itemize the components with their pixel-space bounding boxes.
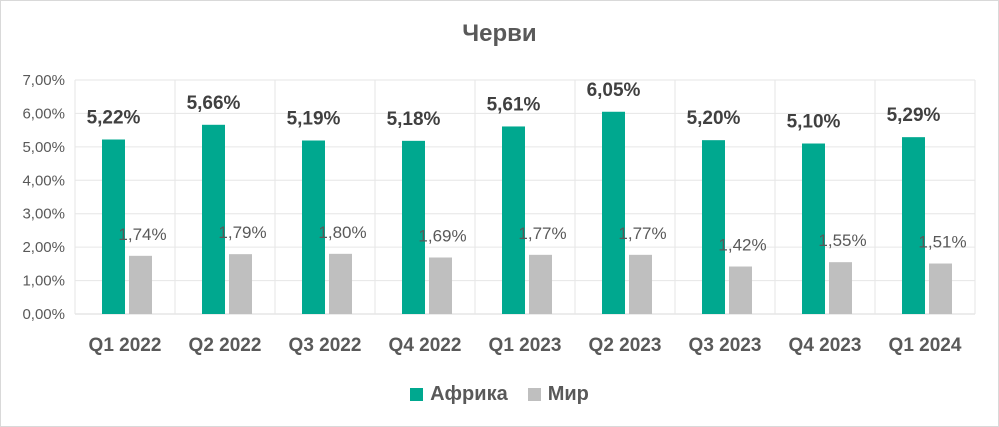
bar-world xyxy=(529,254,552,314)
data-label-world: 1,77% xyxy=(518,224,566,243)
y-tick-label: 3,00% xyxy=(22,206,65,223)
data-label-world: 1,77% xyxy=(618,224,666,243)
bar-world xyxy=(929,263,952,314)
bar-africa xyxy=(102,139,125,314)
x-tick-label: Q4 2022 xyxy=(389,335,462,356)
bar-africa xyxy=(902,137,925,314)
x-tick-label: Q2 2023 xyxy=(589,335,662,356)
x-tick-label: Q1 2024 xyxy=(889,335,962,356)
bar-africa xyxy=(702,140,725,314)
chart-title: Черви xyxy=(462,20,537,47)
y-tick-label: 5,00% xyxy=(22,139,65,156)
bar-africa xyxy=(602,111,625,314)
x-tick-label: Q4 2023 xyxy=(789,335,862,356)
bar-africa xyxy=(402,140,425,314)
bar-africa xyxy=(202,124,225,315)
bar-world xyxy=(829,262,852,314)
bar-world xyxy=(229,254,252,314)
data-label-africa: 5,66% xyxy=(187,93,241,114)
data-label-world: 1,74% xyxy=(118,225,166,244)
bar-africa xyxy=(802,143,825,314)
data-label-world: 1,55% xyxy=(818,231,866,250)
bar-world xyxy=(329,253,352,314)
data-label-world: 1,80% xyxy=(318,223,366,242)
y-tick-label: 2,00% xyxy=(22,239,65,256)
bar-world xyxy=(629,254,652,314)
bar-world xyxy=(729,266,752,314)
x-tick-label: Q2 2022 xyxy=(189,335,262,356)
bar-world xyxy=(129,255,152,314)
legend: Африка Мир xyxy=(0,383,999,406)
data-label-world: 1,51% xyxy=(918,233,966,252)
data-label-africa: 6,05% xyxy=(587,80,641,101)
legend-label-world: Мир xyxy=(547,383,589,405)
y-tick-label: 0,00% xyxy=(22,306,65,323)
data-label-africa: 5,19% xyxy=(287,109,341,130)
data-label-world: 1,69% xyxy=(418,227,466,246)
data-label-africa: 5,61% xyxy=(487,94,541,115)
legend-swatch-africa xyxy=(410,388,424,401)
x-tick-label: Q1 2023 xyxy=(489,335,562,356)
x-tick-label: Q3 2023 xyxy=(689,335,762,356)
y-tick-label: 7,00% xyxy=(22,72,65,89)
data-label-world: 1,79% xyxy=(218,223,266,242)
legend-item-africa: Африка xyxy=(410,383,508,406)
legend-item-world: Мир xyxy=(527,383,589,406)
data-label-africa: 5,20% xyxy=(687,108,741,129)
y-tick-label: 1,00% xyxy=(22,273,65,290)
y-tick-label: 4,00% xyxy=(22,172,65,189)
bar-africa xyxy=(302,140,325,314)
y-tick-label: 6,00% xyxy=(22,105,65,122)
bar-africa xyxy=(502,126,525,314)
x-tick-label: Q3 2022 xyxy=(289,335,362,356)
legend-swatch-world xyxy=(527,388,541,401)
data-label-africa: 5,22% xyxy=(87,108,141,129)
x-tick-label: Q1 2022 xyxy=(89,335,162,356)
data-label-africa: 5,10% xyxy=(787,112,841,133)
data-label-world: 1,42% xyxy=(718,236,766,255)
data-label-africa: 5,29% xyxy=(887,105,941,126)
legend-label-africa: Африка xyxy=(430,383,508,405)
data-label-africa: 5,18% xyxy=(387,109,441,130)
bar-world xyxy=(429,257,452,314)
